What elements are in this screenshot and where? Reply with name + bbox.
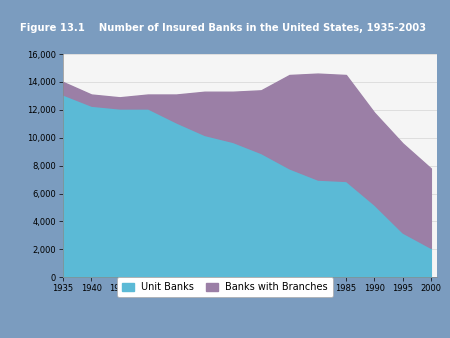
Legend: Unit Banks, Banks with Branches: Unit Banks, Banks with Branches xyxy=(117,277,333,297)
Text: Figure 13.1    Number of Insured Banks in the United States, 1935-2003: Figure 13.1 Number of Insured Banks in t… xyxy=(20,23,426,33)
